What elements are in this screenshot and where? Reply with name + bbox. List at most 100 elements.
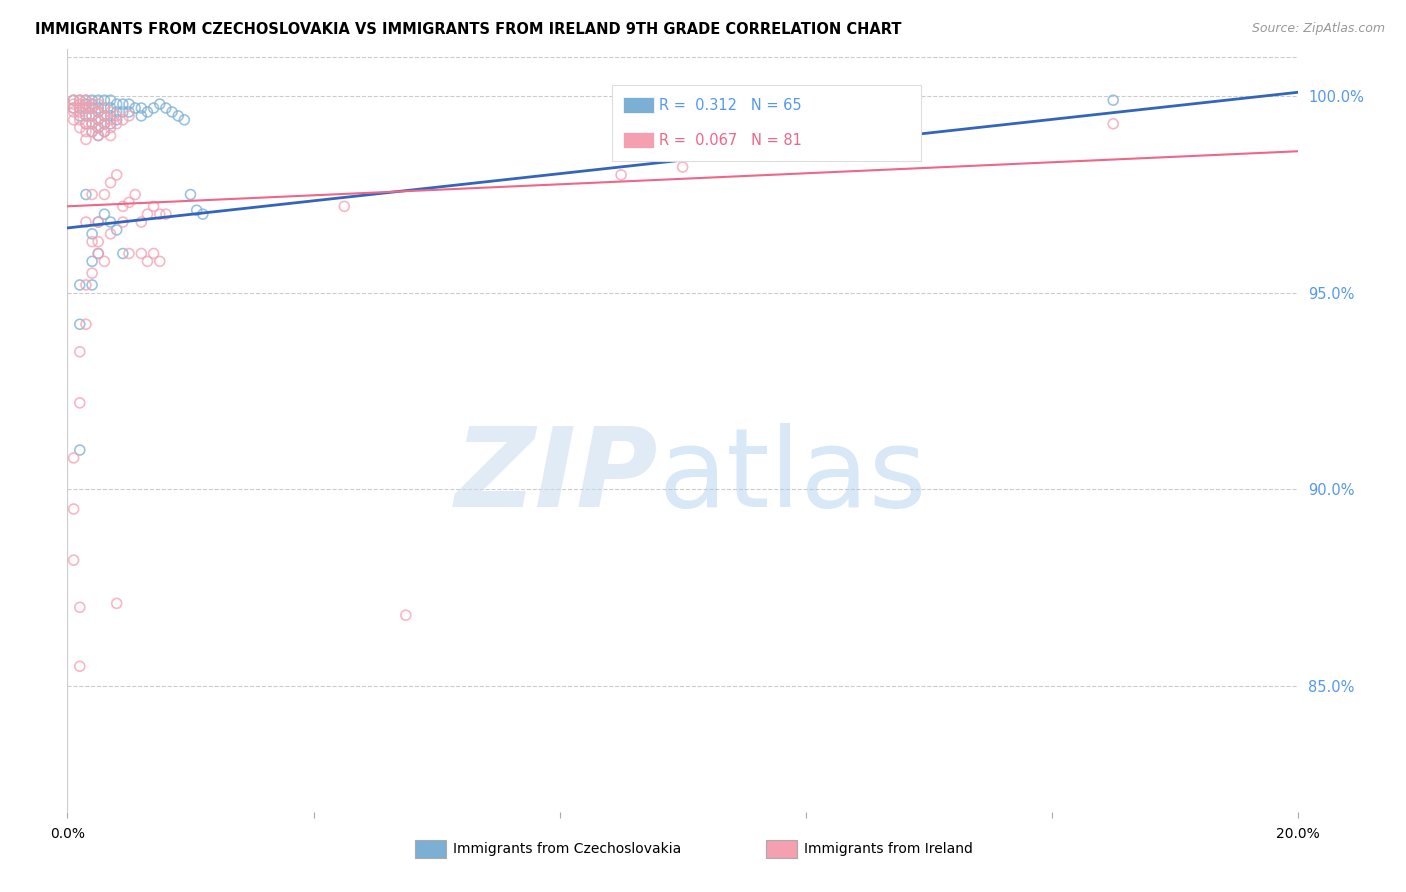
Point <box>62 101 84 115</box>
Point <box>111 199 134 213</box>
Point <box>87 120 110 135</box>
Point <box>100 215 122 229</box>
Point <box>118 105 141 120</box>
Point <box>129 215 153 229</box>
Point <box>100 105 122 120</box>
Text: R =  0.312   N = 65: R = 0.312 N = 65 <box>659 98 801 112</box>
Point <box>69 318 91 332</box>
Point <box>93 101 115 115</box>
Point <box>82 97 104 112</box>
Point <box>69 109 91 123</box>
Point <box>333 199 356 213</box>
Point <box>111 97 134 112</box>
Point <box>75 318 97 332</box>
Point <box>105 223 128 237</box>
Point <box>118 109 141 123</box>
Text: ZIP: ZIP <box>454 423 658 530</box>
Point <box>167 109 190 123</box>
Point <box>82 101 104 115</box>
Point <box>100 101 122 115</box>
Point <box>75 93 97 107</box>
Point <box>69 101 91 115</box>
Point <box>87 215 110 229</box>
Point <box>75 97 97 112</box>
Point <box>93 117 115 131</box>
Point <box>93 254 115 268</box>
Point <box>87 105 110 120</box>
Point <box>118 246 141 260</box>
Point <box>69 120 91 135</box>
Point <box>62 101 84 115</box>
Point <box>69 277 91 292</box>
Point <box>82 109 104 123</box>
Point <box>87 112 110 127</box>
Point <box>105 105 128 120</box>
Point <box>93 125 115 139</box>
Point <box>672 160 695 174</box>
Point <box>100 120 122 135</box>
Point <box>155 207 177 221</box>
Point <box>82 117 104 131</box>
Point <box>1102 93 1125 107</box>
Point <box>82 187 104 202</box>
Point <box>69 443 91 458</box>
Point <box>82 254 104 268</box>
Point <box>82 109 104 123</box>
Text: 0.0%: 0.0% <box>51 828 84 841</box>
Point <box>118 97 141 112</box>
Point <box>75 117 97 131</box>
Point <box>69 93 91 107</box>
Point <box>82 266 104 280</box>
Point <box>82 227 104 241</box>
Point <box>87 235 110 249</box>
Point <box>87 128 110 143</box>
Text: IMMIGRANTS FROM CZECHOSLOVAKIA VS IMMIGRANTS FROM IRELAND 9TH GRADE CORRELATION : IMMIGRANTS FROM CZECHOSLOVAKIA VS IMMIGR… <box>35 22 901 37</box>
Point <box>69 659 91 673</box>
Text: atlas: atlas <box>658 423 927 530</box>
Point <box>75 125 97 139</box>
Point <box>62 97 84 112</box>
Point <box>75 101 97 115</box>
Point <box>75 109 97 123</box>
Point <box>100 227 122 241</box>
Point <box>129 109 153 123</box>
Point <box>75 132 97 146</box>
Point <box>75 215 97 229</box>
Point <box>93 207 115 221</box>
Point <box>87 97 110 112</box>
Point <box>62 502 84 516</box>
Point <box>149 254 172 268</box>
Point <box>82 101 104 115</box>
Point <box>395 608 418 623</box>
Point <box>87 105 110 120</box>
Point <box>111 105 134 120</box>
Point <box>75 187 97 202</box>
Point <box>62 105 84 120</box>
Point <box>75 277 97 292</box>
Text: R =  0.067   N = 81: R = 0.067 N = 81 <box>659 133 803 147</box>
Point <box>87 93 110 107</box>
Point <box>87 128 110 143</box>
Point <box>136 207 159 221</box>
Point <box>124 187 146 202</box>
Point <box>100 93 122 107</box>
Point <box>100 109 122 123</box>
Point <box>100 117 122 131</box>
Point <box>93 109 115 123</box>
Point <box>69 396 91 410</box>
Point <box>111 112 134 127</box>
Point <box>105 168 128 182</box>
Point <box>142 199 165 213</box>
Point <box>93 101 115 115</box>
Point <box>93 109 115 123</box>
Point <box>129 101 153 115</box>
Point <box>129 246 153 260</box>
Point <box>87 246 110 260</box>
Point <box>69 93 91 107</box>
Point <box>180 187 202 202</box>
Text: Source: ZipAtlas.com: Source: ZipAtlas.com <box>1251 22 1385 36</box>
Point <box>62 553 84 567</box>
Point <box>82 277 104 292</box>
Point <box>87 112 110 127</box>
Point <box>186 203 208 218</box>
